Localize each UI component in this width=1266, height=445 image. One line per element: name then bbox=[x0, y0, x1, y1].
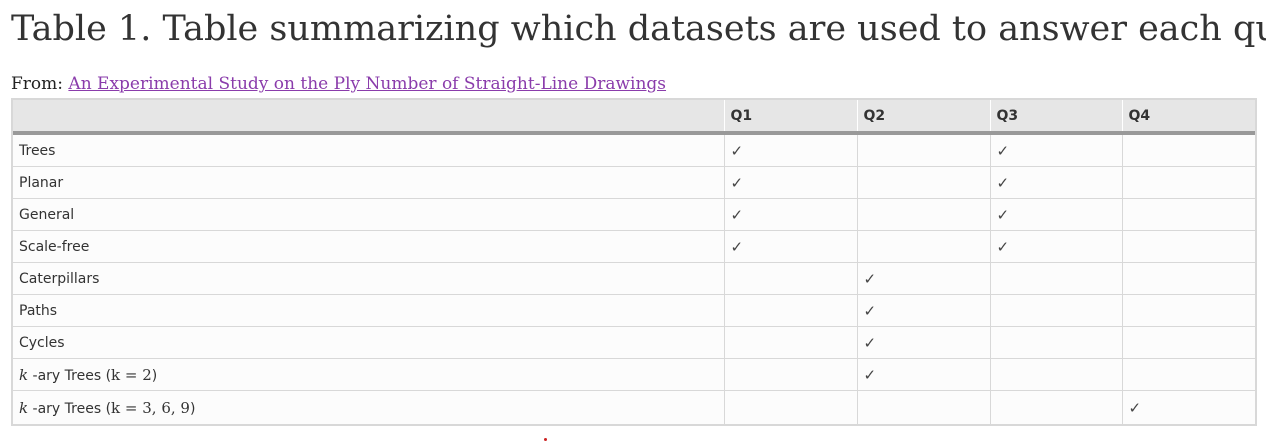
source-prefix: From: bbox=[11, 74, 69, 94]
check-cell bbox=[1122, 262, 1255, 295]
row-label-suffix: ) bbox=[189, 400, 196, 417]
row-label: Planar bbox=[13, 166, 725, 199]
row-label: k -ary Trees (k = 2) bbox=[13, 358, 725, 391]
check-cell: ✓ bbox=[724, 166, 858, 199]
check-cell bbox=[1122, 230, 1255, 263]
check-cell: ✓ bbox=[857, 358, 991, 391]
check-cell bbox=[990, 326, 1123, 359]
check-cell: ✓ bbox=[990, 166, 1123, 199]
check-cell bbox=[857, 133, 991, 167]
check-cell bbox=[857, 390, 991, 424]
table-title: Table 1. Table summarizing which dataset… bbox=[11, 9, 1266, 49]
header-cell-q3: Q3 bbox=[990, 100, 1123, 135]
check-cell bbox=[724, 262, 858, 295]
check-cell: ✓ bbox=[990, 198, 1123, 231]
check-cell bbox=[1122, 326, 1255, 359]
check-cell bbox=[724, 390, 858, 424]
row-label-text: -ary Trees ( bbox=[28, 367, 112, 384]
check-cell bbox=[1122, 294, 1255, 327]
dataset-table-container: Q1 Q2 Q3 Q4 Trees ✓ ✓ Planar ✓ bbox=[11, 98, 1257, 426]
header-cell-q1: Q1 bbox=[724, 100, 858, 135]
table-row: Planar ✓ ✓ bbox=[13, 166, 1255, 199]
check-cell: ✓ bbox=[857, 294, 991, 327]
check-cell bbox=[857, 230, 991, 263]
row-label: Cycles bbox=[13, 326, 725, 359]
check-cell bbox=[857, 198, 991, 231]
table-row: Caterpillars ✓ bbox=[13, 262, 1255, 295]
check-cell bbox=[724, 358, 858, 391]
row-label: Caterpillars bbox=[13, 262, 725, 295]
table-row: k -ary Trees (k = 3, 6, 9) ✓ bbox=[13, 390, 1255, 424]
check-cell bbox=[990, 262, 1123, 295]
header-cell-q2: Q2 bbox=[857, 100, 991, 135]
math-variable: k bbox=[19, 365, 29, 384]
check-cell: ✓ bbox=[990, 230, 1123, 263]
check-cell: ✓ bbox=[724, 230, 858, 263]
table-row: Trees ✓ ✓ bbox=[13, 133, 1255, 167]
check-cell: ✓ bbox=[990, 133, 1123, 167]
check-cell bbox=[990, 358, 1123, 391]
check-cell: ✓ bbox=[1122, 390, 1255, 424]
table-row: Cycles ✓ bbox=[13, 326, 1255, 359]
math-expression: k = 3, 6, 9 bbox=[111, 398, 190, 417]
source-article-link[interactable]: An Experimental Study on the Ply Number … bbox=[68, 74, 667, 94]
check-cell: ✓ bbox=[724, 133, 858, 167]
table-row: k -ary Trees (k = 2) ✓ bbox=[13, 358, 1255, 391]
header-cell-q4: Q4 bbox=[1122, 100, 1255, 135]
dataset-table: Q1 Q2 Q3 Q4 Trees ✓ ✓ Planar ✓ bbox=[13, 100, 1255, 424]
row-label: k -ary Trees (k = 3, 6, 9) bbox=[13, 390, 725, 424]
row-label: Paths bbox=[13, 294, 725, 327]
header-cell-dataset bbox=[13, 100, 725, 135]
table-row: Paths ✓ bbox=[13, 294, 1255, 327]
check-cell: ✓ bbox=[857, 262, 991, 295]
check-cell bbox=[1122, 358, 1255, 391]
table-row: General ✓ ✓ bbox=[13, 198, 1255, 231]
row-label: Trees bbox=[13, 133, 725, 167]
math-expression: k = 2 bbox=[111, 365, 152, 384]
row-label-text: -ary Trees ( bbox=[28, 400, 112, 417]
check-cell bbox=[857, 166, 991, 199]
check-cell bbox=[724, 326, 858, 359]
source-line: From: An Experimental Study on the Ply N… bbox=[11, 73, 666, 95]
check-cell bbox=[1122, 198, 1255, 231]
row-label: Scale-free bbox=[13, 230, 725, 263]
check-cell bbox=[990, 390, 1123, 424]
check-cell: ✓ bbox=[724, 198, 858, 231]
check-cell: ✓ bbox=[857, 326, 991, 359]
cursor-dot bbox=[544, 438, 547, 441]
row-label-suffix: ) bbox=[151, 367, 158, 384]
check-cell bbox=[724, 294, 858, 327]
check-cell bbox=[1122, 166, 1255, 199]
check-cell bbox=[990, 294, 1123, 327]
table-header-row: Q1 Q2 Q3 Q4 bbox=[13, 100, 1255, 135]
table-row: Scale-free ✓ ✓ bbox=[13, 230, 1255, 263]
row-label: General bbox=[13, 198, 725, 231]
math-variable: k bbox=[19, 398, 29, 417]
check-cell bbox=[1122, 133, 1255, 167]
